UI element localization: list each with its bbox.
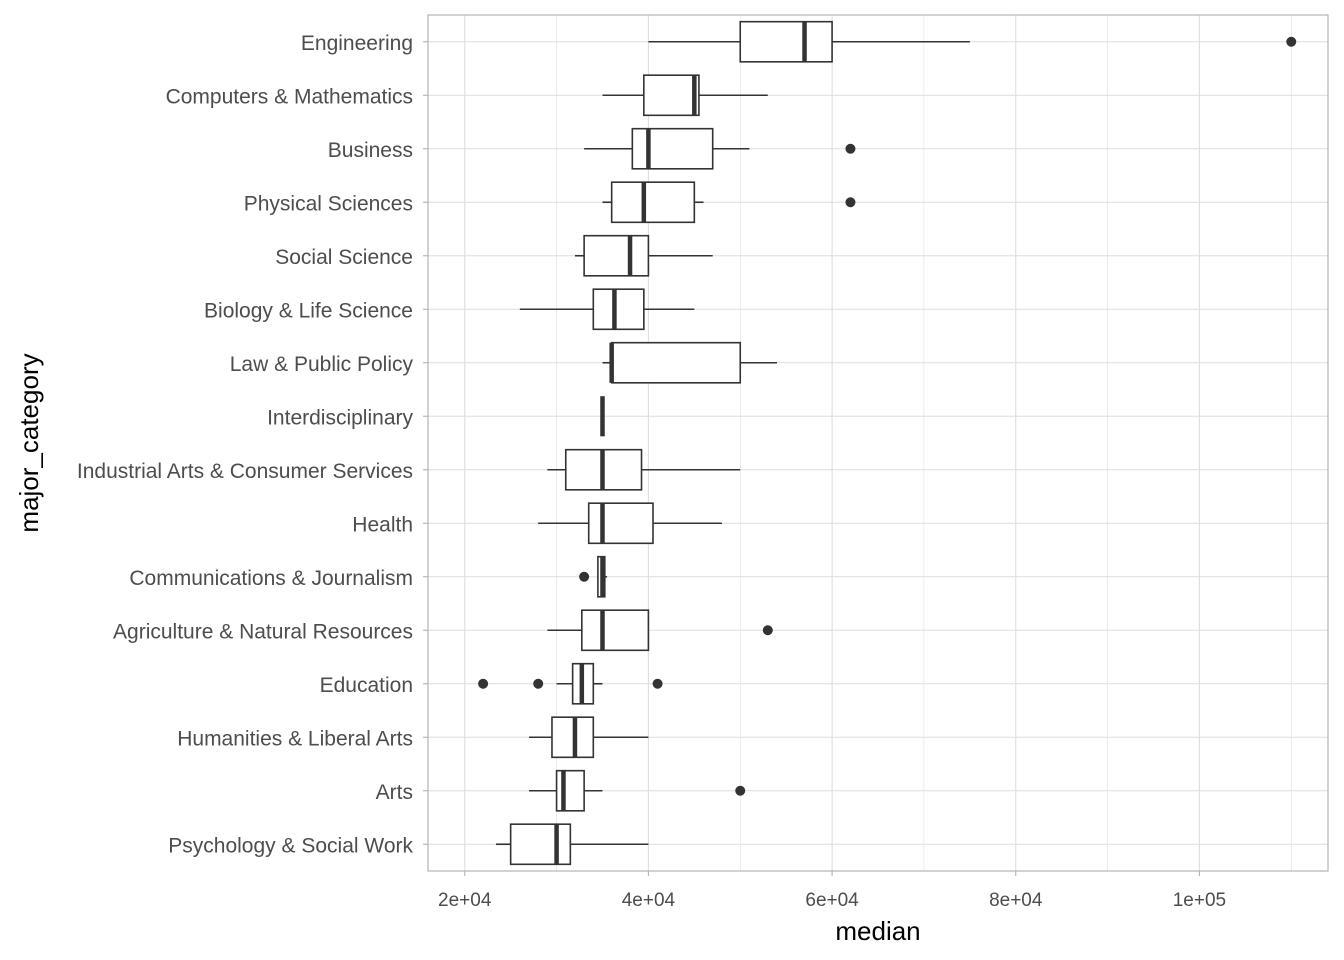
- box-group: [602, 181, 856, 224]
- x-tick-label: 2e+04: [438, 890, 492, 911]
- box-group: [547, 448, 741, 491]
- box-group: [529, 716, 649, 759]
- outlier-point: [579, 571, 590, 582]
- outlier-point: [478, 678, 489, 689]
- category-label: Engineering: [301, 32, 413, 55]
- box-iqr: [610, 181, 696, 224]
- box-group: [538, 502, 722, 545]
- x-axis-title: median: [835, 916, 920, 946]
- box-iqr: [509, 823, 572, 866]
- box-group: [602, 74, 768, 117]
- box-series: [478, 20, 1297, 866]
- box-iqr: [551, 716, 595, 759]
- box-group: [584, 127, 856, 170]
- box-iqr: [643, 74, 700, 117]
- box-iqr: [739, 20, 833, 63]
- x-tick-label: 8e+04: [989, 890, 1043, 911]
- box-iqr: [583, 234, 650, 277]
- category-label: Biology & Life Science: [204, 299, 413, 322]
- category-label: Law & Public Policy: [230, 353, 414, 376]
- box-group: [519, 288, 695, 331]
- panel-border: [427, 14, 1329, 872]
- x-tick-label: 4e+04: [622, 890, 676, 911]
- x-tick-label: 1e+05: [1173, 890, 1226, 911]
- category-label: Health: [352, 513, 413, 536]
- category-label: Humanities & Liberal Arts: [177, 727, 413, 750]
- box-group: [529, 769, 746, 812]
- box-group: [495, 823, 649, 866]
- category-label: Agriculture & Natural Resources: [113, 620, 413, 643]
- box-iqr: [631, 127, 714, 170]
- box-iqr: [555, 769, 585, 812]
- outlier-point: [845, 143, 856, 154]
- box-iqr: [592, 288, 645, 331]
- category-label: Arts: [376, 781, 413, 804]
- category-label: Psychology & Social Work: [168, 834, 413, 857]
- box-group: [602, 341, 777, 384]
- outlier-point: [533, 678, 544, 689]
- box-iqr: [587, 502, 654, 545]
- outlier-point: [762, 625, 773, 636]
- outlier-point: [845, 197, 856, 208]
- category-label: Education: [320, 674, 413, 697]
- category-label: Industrial Arts & Consumer Services: [77, 460, 413, 483]
- outlier-point: [652, 678, 663, 689]
- box-iqr: [610, 341, 742, 384]
- outlier-point: [735, 785, 746, 796]
- value-axis-labels: 2e+04 4e+04 6e+04 8e+04 1e+05: [438, 871, 1226, 911]
- box-group: [574, 234, 713, 277]
- box-group: [648, 20, 1297, 63]
- category-label: Social Science: [275, 246, 413, 269]
- outlier-point: [1286, 36, 1297, 47]
- category-label: Interdisciplinary: [267, 406, 413, 429]
- box-iqr: [581, 609, 650, 652]
- category-axis-labels: Engineering Computers & Mathematics Busine…: [77, 32, 428, 857]
- category-label: Physical Sciences: [244, 192, 413, 215]
- box-group: [547, 609, 773, 652]
- category-label: Business: [328, 139, 413, 162]
- category-label: Computers & Mathematics: [166, 85, 413, 108]
- box-group: [579, 555, 608, 598]
- category-label: Communications & Journalism: [129, 567, 413, 590]
- box-group: [478, 662, 663, 705]
- x-tick-label: 6e+04: [805, 890, 859, 911]
- y-axis-title: major_category: [14, 353, 44, 532]
